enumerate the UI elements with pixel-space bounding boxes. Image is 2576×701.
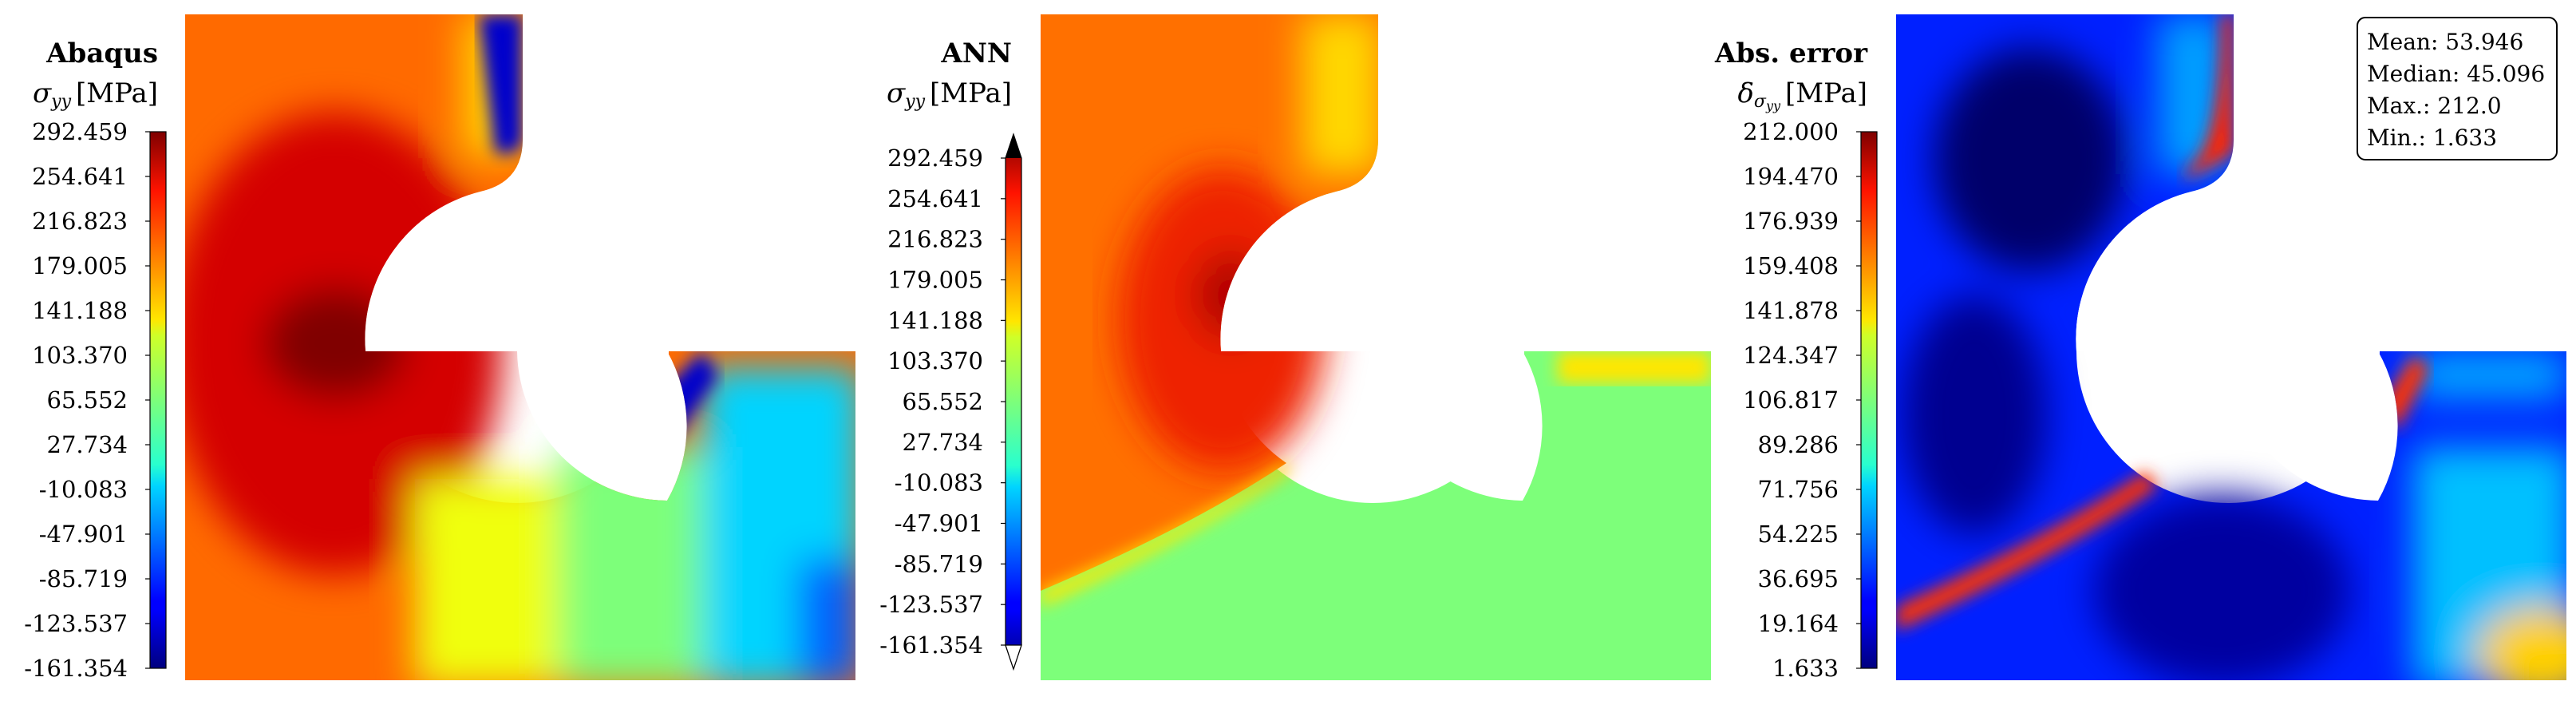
colorbar-tick-label: 65.552 bbox=[47, 386, 128, 414]
colorbar-tick-label: 36.695 bbox=[1758, 565, 1839, 592]
colorbar-tick-label: -123.537 bbox=[24, 610, 128, 637]
colorbar-tick-label: 216.823 bbox=[887, 226, 983, 253]
panel-abaqus-label: σyy [MPa] bbox=[33, 77, 158, 112]
colorbar-tick-label: -47.901 bbox=[895, 510, 983, 537]
colorbar-tick-label: 27.734 bbox=[47, 431, 128, 458]
colorbar-tick-label: 179.005 bbox=[887, 267, 983, 294]
colorbar-ann-extend-max bbox=[1006, 134, 1021, 158]
stat-mean: Mean: 53.946 bbox=[2367, 29, 2523, 55]
colorbar-tick-label: 292.459 bbox=[32, 118, 128, 145]
colorbar-tick-label: 19.164 bbox=[1758, 610, 1839, 637]
colorbar-tick-label: -85.719 bbox=[39, 565, 128, 592]
stat-min: Min.: 1.633 bbox=[2367, 125, 2497, 151]
colorbar-tick-label: 103.370 bbox=[32, 342, 128, 369]
contour-error bbox=[1896, 14, 2566, 680]
colorbar-tick-label: 176.939 bbox=[1743, 208, 1839, 235]
colorbar-tick-label: 292.459 bbox=[887, 145, 983, 172]
colorbar-tick-label: 179.005 bbox=[32, 252, 128, 279]
colorbar-tick-label: 254.641 bbox=[32, 163, 128, 190]
colorbar-tick-label: 106.817 bbox=[1743, 386, 1839, 414]
stats-box: Mean: 53.946 Median: 45.096 Max.: 212.0 … bbox=[2357, 17, 2558, 160]
panel-abaqus: Abaqus σyy [MPa] 292.459 254.641 216.823 179… bbox=[24, 14, 855, 682]
colorbar-tick-label: 141.878 bbox=[1743, 297, 1839, 324]
colorbar-tick-label: 54.225 bbox=[1758, 521, 1839, 548]
colorbar-error-ticks: 212.000 194.470 176.939 159.408 141.878 124.3… bbox=[1743, 118, 1861, 682]
colorbar-ann-ticks: 292.459 254.641 216.823 179.005 141.188 103.3… bbox=[879, 145, 1006, 659]
contour-ann bbox=[1041, 14, 1711, 680]
colorbar-tick-label: -123.537 bbox=[879, 591, 983, 618]
colorbar-tick-label: 89.286 bbox=[1758, 431, 1839, 458]
panel-error-label: δσyy [MPa] bbox=[1737, 77, 1867, 113]
panel-error: Abs. error δσyy [MPa] 212.000 194.470 176.9… bbox=[1714, 14, 2566, 682]
colorbar-abaqus-ticks: 292.459 254.641 216.823 179.005 141.188 103.3… bbox=[24, 118, 150, 682]
panel-ann-label: σyy [MPa] bbox=[887, 77, 1012, 112]
contour-abaqus bbox=[185, 14, 855, 680]
colorbar-tick-label: 254.641 bbox=[887, 185, 983, 212]
colorbar-tick-label: 124.347 bbox=[1743, 342, 1839, 369]
colorbar-tick-label: -161.354 bbox=[24, 655, 128, 682]
colorbar-tick-label: 141.188 bbox=[32, 297, 128, 324]
colorbar-tick-label: 1.633 bbox=[1772, 655, 1839, 682]
colorbar-tick-label: 216.823 bbox=[32, 208, 128, 235]
colorbar-tick-label: -161.354 bbox=[879, 632, 983, 659]
colorbar-tick-label: 71.756 bbox=[1758, 476, 1839, 503]
stat-max: Max.: 212.0 bbox=[2367, 93, 2502, 119]
colorbar-tick-label: 27.734 bbox=[903, 429, 983, 456]
panel-ann-title: ANN bbox=[940, 38, 1012, 69]
colorbar-error bbox=[1860, 131, 1878, 669]
colorbar-tick-label: -47.901 bbox=[39, 521, 128, 548]
panel-abaqus-title: Abaqus bbox=[45, 38, 158, 69]
colorbar-ann bbox=[1005, 133, 1022, 671]
colorbar-tick-label: 103.370 bbox=[887, 347, 983, 374]
colorbar-tick-label: 212.000 bbox=[1743, 118, 1839, 145]
colorbar-tick-label: -85.719 bbox=[895, 550, 983, 577]
colorbar-tick-label: -10.083 bbox=[895, 469, 983, 497]
colorbar-abaqus bbox=[149, 131, 167, 669]
colorbar-tick-label: 141.188 bbox=[887, 307, 983, 334]
colorbar-ann-extend-min bbox=[1005, 644, 1022, 671]
panel-ann: ANN σyy [MPa] 292.459 254.641 216.823 179.00… bbox=[879, 14, 1711, 680]
colorbar-tick-label: -10.083 bbox=[39, 476, 128, 503]
colorbar-tick-label: 65.552 bbox=[903, 388, 983, 415]
stat-median: Median: 45.096 bbox=[2367, 61, 2545, 87]
colorbar-tick-label: 159.408 bbox=[1743, 252, 1839, 279]
panel-error-title: Abs. error bbox=[1714, 38, 1868, 69]
colorbar-tick-label: 194.470 bbox=[1743, 163, 1839, 190]
